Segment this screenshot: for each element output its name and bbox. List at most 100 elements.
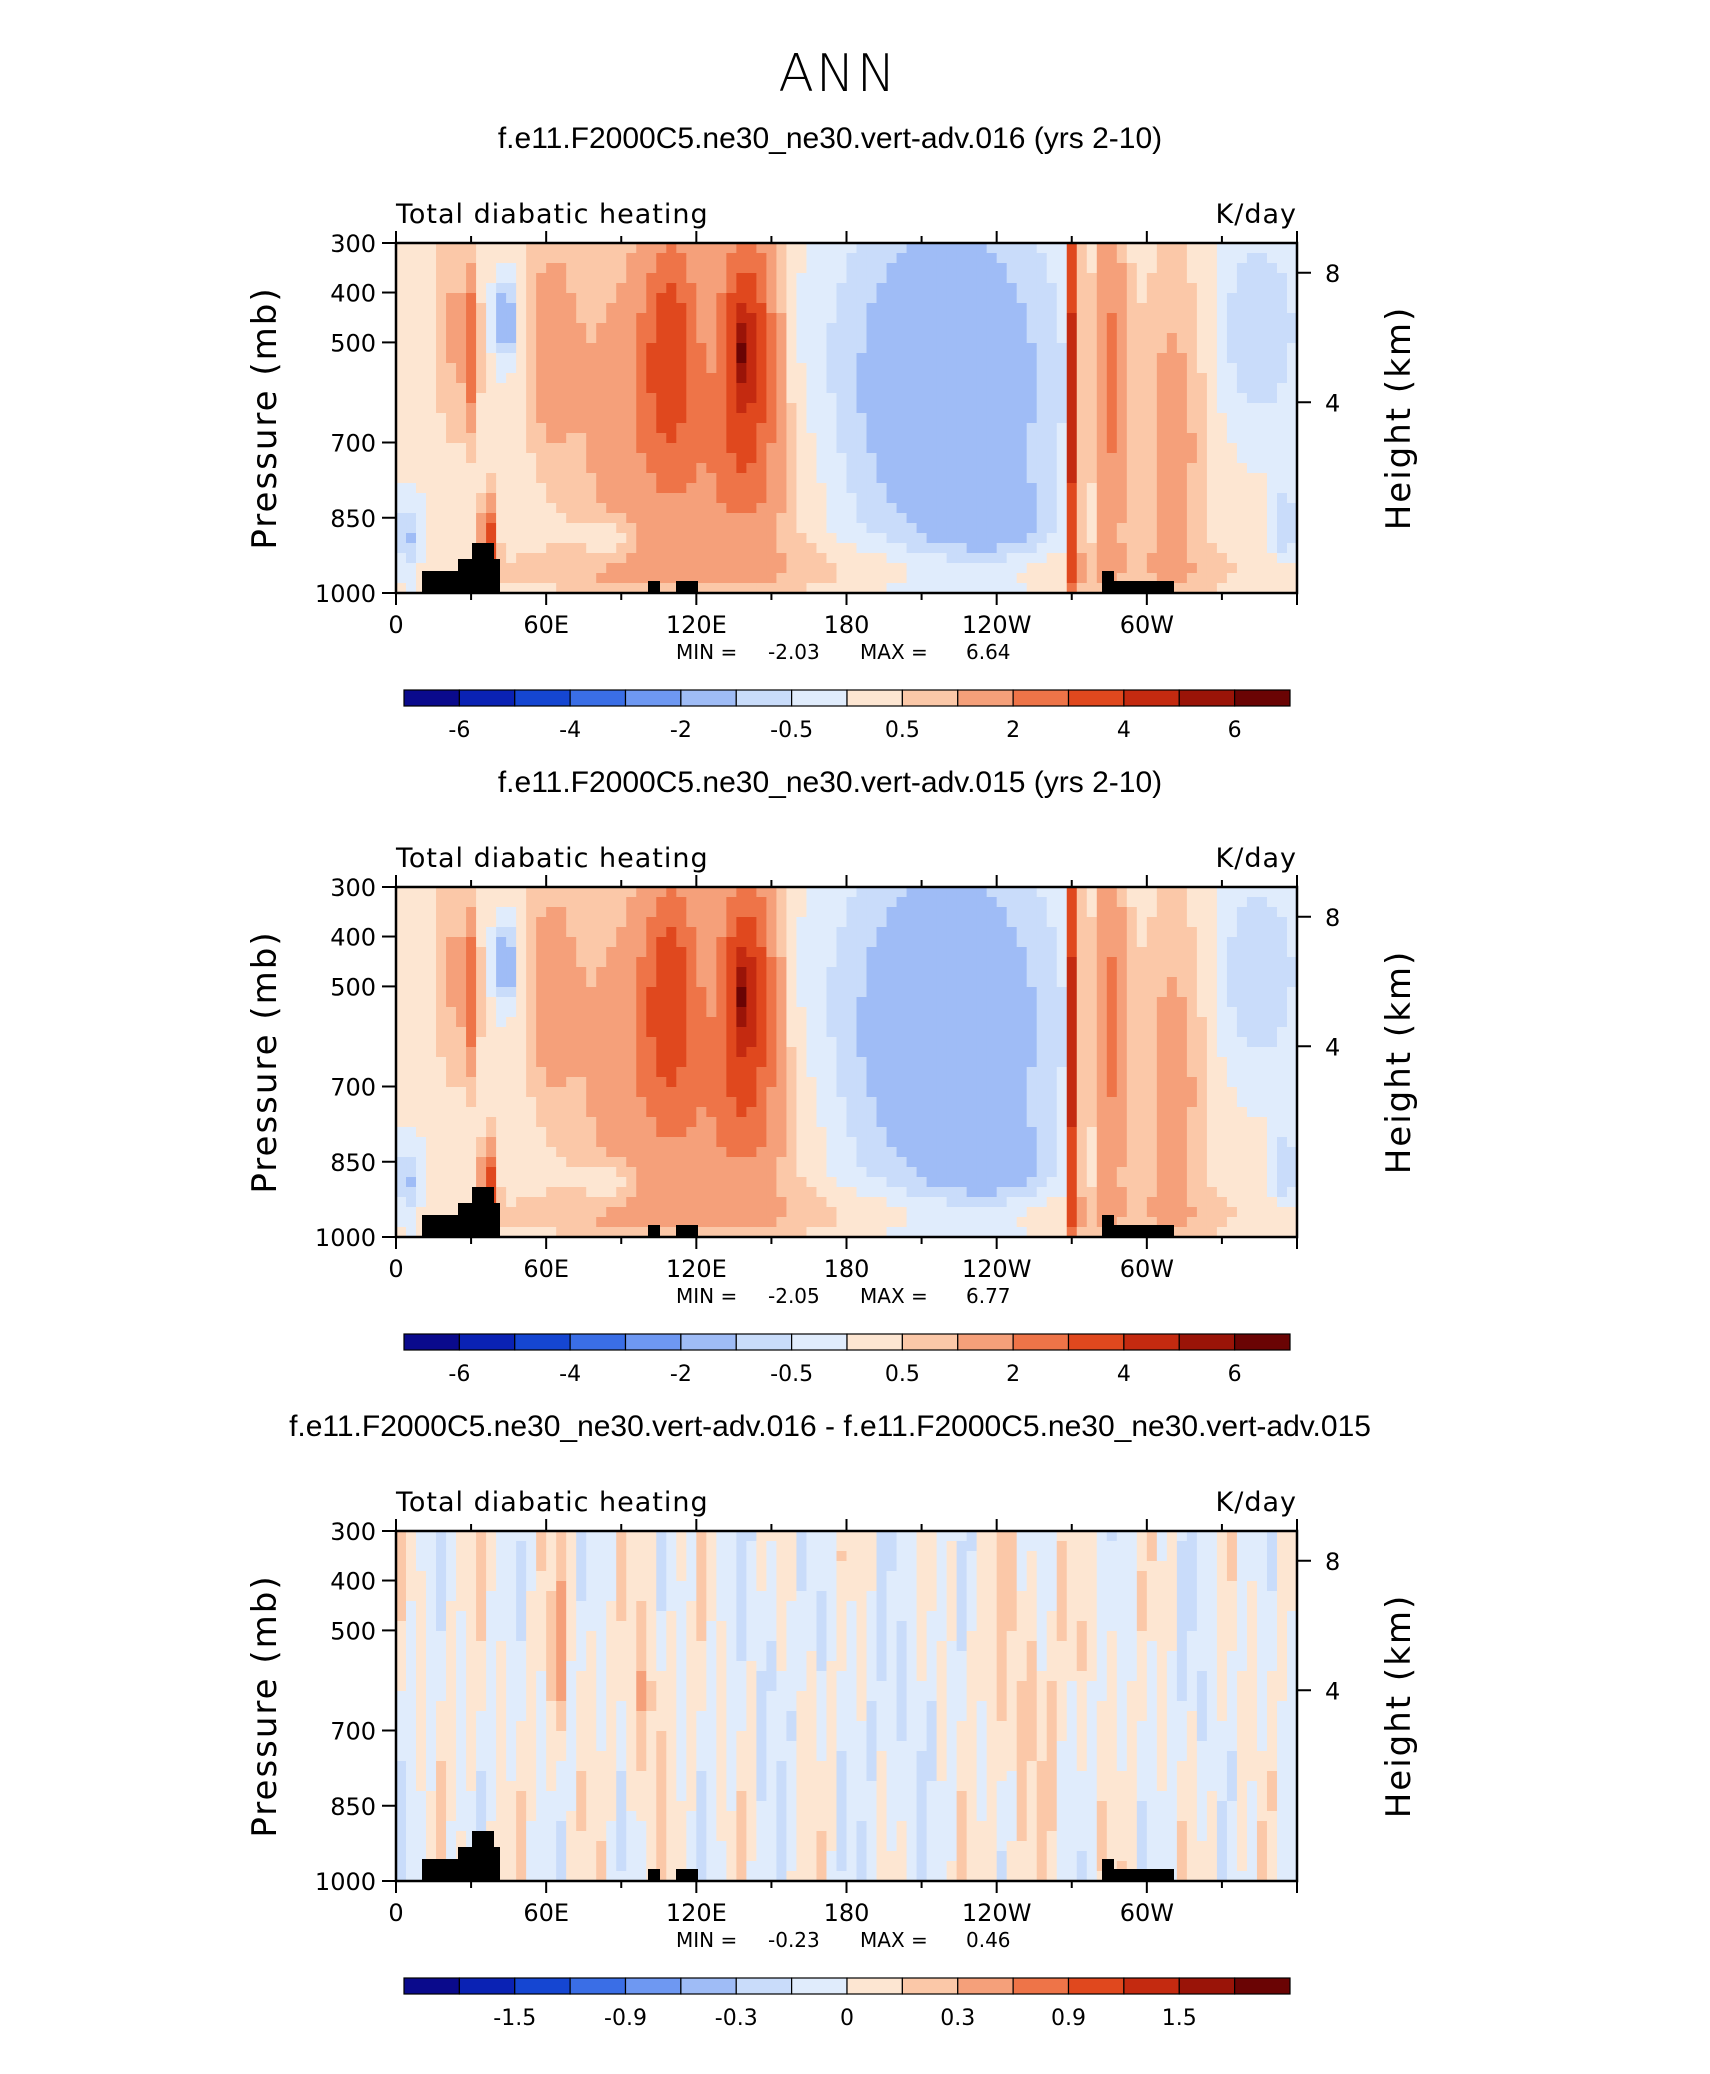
field-cell — [646, 253, 657, 264]
field-cell — [1156, 573, 1168, 584]
field-cell — [966, 263, 978, 274]
field-cell — [796, 343, 808, 354]
field-cell — [596, 543, 607, 554]
field-cell — [1096, 927, 1108, 938]
field-cell — [1256, 383, 1268, 394]
field-cell — [866, 363, 878, 374]
field-cell — [1116, 443, 1128, 454]
field-cell — [806, 503, 818, 514]
field-cell — [456, 1047, 467, 1058]
field-cell — [1286, 303, 1298, 314]
field-cell — [1186, 503, 1198, 514]
field-cell — [666, 503, 677, 514]
field-cell — [946, 583, 958, 594]
field-cell — [586, 283, 597, 294]
field-cell — [1276, 463, 1288, 474]
field-cell — [1206, 243, 1218, 254]
field-cell — [1106, 977, 1118, 988]
field-cell — [896, 243, 908, 254]
field-cell — [1046, 433, 1058, 444]
field-cell — [1056, 343, 1068, 354]
field-cell — [496, 887, 507, 898]
field-cell — [766, 583, 778, 594]
field-cell — [426, 927, 437, 938]
field-cell — [876, 1057, 888, 1068]
field-cell — [1136, 917, 1148, 928]
field-cell — [576, 243, 587, 254]
field-cell — [436, 1037, 447, 1048]
field-cell — [1166, 443, 1178, 454]
field-cell — [1106, 563, 1118, 574]
field-cell — [696, 1037, 707, 1048]
field-cell — [646, 1057, 657, 1068]
field-cell — [726, 563, 737, 574]
field-cell — [776, 413, 788, 424]
field-cell — [796, 453, 808, 464]
field-cell — [596, 483, 607, 494]
field-cell — [1106, 393, 1118, 404]
field-cell — [1276, 927, 1288, 938]
field-cell — [1226, 273, 1238, 284]
field-cell — [666, 563, 677, 574]
field-cell — [606, 543, 617, 554]
field-cell — [426, 323, 437, 334]
field-cell — [1256, 413, 1268, 424]
field-cell — [716, 243, 727, 254]
colorbar-label: -2 — [670, 718, 692, 743]
field-cell — [1156, 243, 1168, 254]
field-cell — [866, 393, 878, 404]
field-cell — [766, 1027, 778, 1038]
field-cell — [606, 373, 617, 384]
field-cell — [546, 897, 557, 908]
field-cell — [486, 483, 497, 494]
field-cell — [1196, 333, 1208, 344]
field-cell — [536, 343, 547, 354]
field-cell — [536, 273, 547, 284]
field-cell — [526, 333, 537, 344]
field-cell — [826, 293, 838, 304]
field-cell — [566, 253, 577, 264]
field-cell — [556, 293, 567, 304]
field-cell — [836, 423, 848, 434]
field-cell — [1016, 997, 1028, 1008]
field-cell — [466, 1047, 477, 1058]
field-cell — [1086, 483, 1098, 494]
field-cell — [676, 897, 687, 908]
field-cell — [1236, 263, 1248, 274]
field-cell — [906, 253, 918, 264]
field-cell — [696, 927, 707, 938]
field-cell — [1236, 363, 1248, 374]
field-cell — [1096, 1007, 1108, 1018]
field-cell — [686, 423, 697, 434]
field-cell — [396, 1037, 407, 1048]
field-cell — [896, 413, 908, 424]
field-cell — [996, 997, 1008, 1008]
field-cell — [716, 897, 727, 908]
field-cell — [616, 303, 627, 314]
field-cell — [1276, 423, 1288, 434]
field-cell — [1206, 563, 1218, 574]
field-cell — [1176, 473, 1188, 484]
field-cell — [736, 243, 747, 254]
field-cell — [1106, 383, 1118, 394]
field-cell — [1246, 1027, 1258, 1038]
field-cell — [1066, 303, 1078, 314]
field-cell — [1006, 483, 1018, 494]
field-cell — [586, 573, 597, 584]
field-cell — [1226, 907, 1238, 918]
field-cell — [686, 1037, 697, 1048]
field-cell — [506, 947, 517, 958]
field-cell — [666, 493, 677, 504]
field-cell — [566, 433, 577, 444]
field-cell — [416, 523, 427, 534]
field-cell — [1226, 573, 1238, 584]
field-cell — [1036, 957, 1048, 968]
field-cell — [766, 563, 778, 574]
field-cell — [796, 313, 808, 324]
field-cell — [726, 583, 737, 594]
field-cell — [496, 373, 507, 384]
field-cell — [816, 957, 828, 968]
field-cell — [886, 503, 898, 514]
field-cell — [486, 1077, 497, 1088]
field-cell — [846, 423, 858, 434]
